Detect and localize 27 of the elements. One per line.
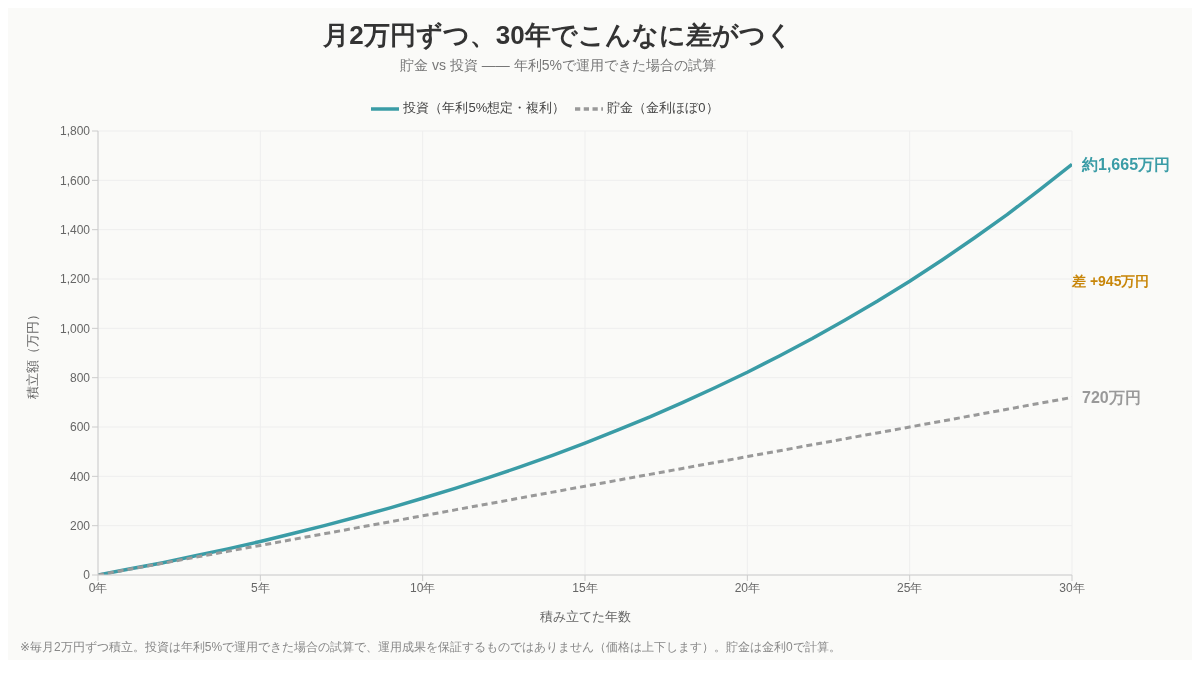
chart-title: 月2万円ずつ、30年でこんなに差がつく — [322, 19, 794, 52]
x-tick-label: 25年 — [896, 580, 923, 595]
y-axis-title: 積立額（万円） — [24, 307, 40, 399]
x-tick-label: 20年 — [734, 580, 761, 595]
y-tick-label: 1,000 — [59, 321, 91, 336]
annotation: 720万円 — [1082, 389, 1141, 407]
text: ※毎月2万円ずつ積立。投資は年利5%で運用できた場合の試算で、運用成果を保証するものではありません（価格は上下します）。貯金は金利0で計算。 — [19, 639, 842, 656]
x-tick-label: 10年 — [409, 580, 436, 595]
y-tick-label: 800 — [69, 370, 91, 385]
x-tick-label: 15年 — [572, 580, 598, 595]
y-tick-label: 1,400 — [59, 222, 91, 237]
annotation: 約1,665万円 — [1081, 155, 1171, 173]
y-tick-label: 400 — [69, 469, 91, 484]
legend-label: 貯金（金利ほぼ0） — [607, 100, 719, 116]
chart-subtitle: 貯金 vs 投資 —— 年利5%で運用できた場合の試算 — [399, 57, 717, 75]
y-tick-label: 1,200 — [59, 272, 91, 287]
x-tick-label: 0年 — [88, 580, 108, 595]
legend-label: 投資（年利5%想定・複利） — [403, 100, 566, 116]
y-tick-label: 200 — [69, 518, 91, 533]
annotation: 差 +945万円 — [1071, 272, 1150, 289]
y-tick-label: 600 — [69, 420, 91, 435]
y-tick-label: 1,600 — [59, 173, 91, 188]
x-tick-label: 5年 — [250, 580, 270, 595]
y-tick-label: 0 — [83, 568, 91, 583]
x-axis-title: 積み立てた年数 — [539, 609, 631, 624]
y-tick-label: 1,800 — [59, 124, 91, 139]
x-tick-label: 30年 — [1059, 580, 1085, 595]
